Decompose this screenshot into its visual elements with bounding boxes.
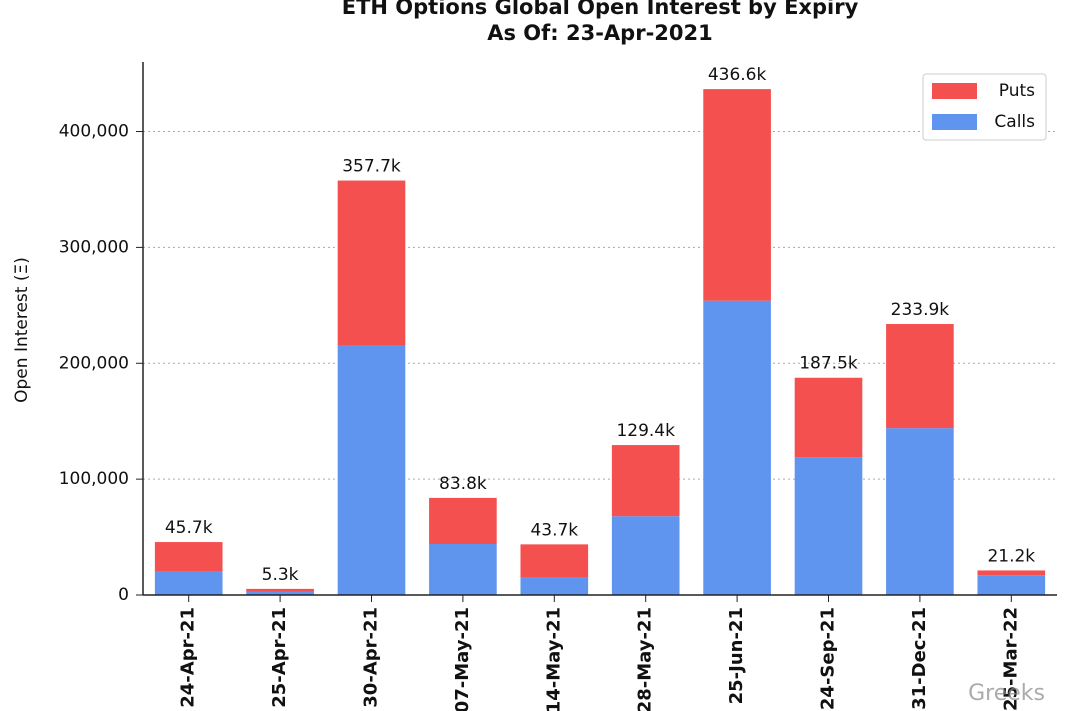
bar-segment [246, 588, 314, 592]
y-tick-label: 200,000 [59, 353, 129, 373]
x-tick-label: 07-May-21 [452, 607, 473, 711]
total-label: 233.9k [891, 300, 950, 320]
chart-subtitle: As Of: 23-Apr-2021 [487, 21, 713, 45]
y-axis-label: Open Interest (Ξ) [12, 257, 32, 403]
total-label: 21.2k [987, 546, 1035, 566]
x-tick-label: 25-Mar-22 [1000, 607, 1021, 711]
bar-segment [337, 180, 406, 346]
total-label: 5.3k [262, 565, 299, 585]
bar-segment [520, 544, 589, 578]
bar-segment [886, 428, 954, 595]
legend-swatch [932, 83, 977, 99]
x-tick-label: 25-Apr-21 [269, 607, 290, 708]
y-tick-label: 0 [118, 585, 129, 605]
total-label: 129.4k [616, 421, 675, 441]
bar-segment [154, 542, 223, 572]
bar-segment [611, 445, 680, 517]
y-tick-label: 400,000 [59, 122, 129, 142]
bar-segment [794, 377, 863, 458]
y-tick-label: 100,000 [59, 469, 129, 489]
total-label: 43.7k [530, 520, 578, 540]
total-label: 83.8k [439, 474, 487, 494]
bar-segment [703, 89, 771, 301]
x-tick-label: 30-Apr-21 [361, 607, 382, 708]
legend-swatch [932, 114, 977, 130]
bar-segment [429, 497, 497, 545]
x-tick-label: 25-Jun-21 [726, 607, 747, 704]
bar-segment [977, 570, 1046, 576]
x-tick-label: 28-May-21 [635, 607, 656, 711]
bar-segment [337, 345, 406, 595]
bar-segment [611, 516, 680, 595]
bar-segment [429, 544, 497, 595]
bar-segment [520, 577, 589, 595]
total-label: 436.6k [708, 65, 767, 85]
total-label: 357.7k [342, 157, 401, 177]
x-tick-label: 31-Dec-21 [909, 607, 930, 710]
watermark: Greeks [968, 681, 1045, 706]
x-tick-label: 14-May-21 [543, 607, 564, 711]
legend-label: Calls [994, 112, 1035, 132]
x-tick-label: 24-Sep-21 [818, 607, 839, 710]
chart-title: ETH Options Global Open Interest by Expi… [342, 0, 859, 19]
bar-segment [794, 457, 863, 595]
bar-segment [703, 300, 771, 595]
legend-label: Puts [999, 81, 1035, 101]
bar-segment [246, 591, 314, 595]
x-tick-label: 24-Apr-21 [178, 607, 199, 708]
bar-segment [977, 575, 1046, 595]
total-label: 45.7k [165, 518, 213, 538]
y-tick-label: 300,000 [59, 237, 129, 257]
total-label: 187.5k [799, 354, 858, 374]
bar-segment [886, 323, 954, 429]
bar-segment [154, 571, 223, 595]
